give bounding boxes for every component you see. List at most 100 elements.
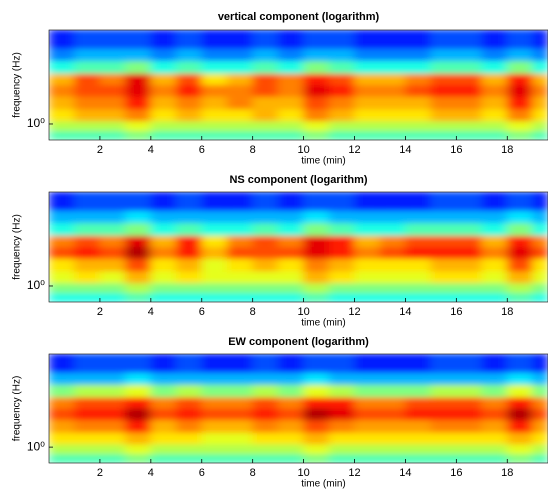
x-axis-label: time (min) — [301, 318, 345, 329]
heatmap-cell — [99, 192, 126, 212]
heatmap-cell — [252, 73, 279, 85]
heatmap-cell — [405, 292, 432, 302]
heatmap-cell — [277, 130, 304, 140]
heatmap-cell — [201, 60, 228, 74]
heatmap-cell — [252, 192, 279, 212]
heatmap-cell — [303, 258, 330, 272]
heatmap-cell — [532, 84, 548, 97]
heatmap-cell — [328, 30, 355, 50]
heatmap-cell — [456, 130, 483, 140]
heatmap-cell — [99, 292, 126, 302]
heatmap-cell — [328, 354, 355, 373]
heatmap-cell — [405, 130, 432, 140]
heatmap-cell — [405, 407, 432, 421]
heatmap-cell — [532, 73, 548, 85]
y-axis-label: frequency (Hz) — [12, 214, 23, 280]
heatmap-cell — [456, 246, 483, 259]
heatmap-cell — [481, 130, 508, 140]
heatmap-cell — [506, 292, 534, 302]
heatmap-cell — [303, 292, 330, 302]
heatmap-cell — [379, 246, 406, 259]
heatmap-cell — [74, 222, 101, 236]
heatmap-cell — [405, 192, 432, 212]
heatmap-cell — [226, 396, 253, 409]
heatmap-cell — [74, 210, 101, 224]
heatmap-cell — [354, 258, 381, 272]
heatmap-cell — [150, 73, 177, 85]
heatmap-cell — [328, 453, 355, 463]
heatmap-cell — [430, 192, 457, 212]
heatmap-cell — [481, 453, 508, 463]
heatmap-cell — [201, 419, 228, 433]
heatmap-cell — [74, 432, 101, 445]
heatmap-cell — [125, 246, 152, 259]
heatmap-cell — [252, 120, 279, 132]
heatmap-cell — [74, 96, 101, 110]
heatmap-cell — [74, 354, 101, 373]
heatmap-cell — [74, 270, 101, 284]
heatmap-cell — [49, 372, 75, 385]
heatmap-cell — [303, 84, 330, 97]
heatmap-cell — [201, 432, 228, 445]
heatmap-cell — [201, 84, 228, 97]
heatmap-cell — [49, 432, 75, 445]
heatmap-cell — [226, 432, 253, 445]
x-tick-label: 18 — [501, 306, 513, 318]
heatmap-cell — [532, 372, 548, 385]
heatmap-cell — [328, 258, 355, 272]
heatmap-cell — [481, 235, 508, 247]
heatmap-cell — [201, 354, 228, 373]
heatmap-cell — [481, 354, 508, 373]
x-tick-label: 2 — [97, 306, 103, 318]
heatmap-cell — [532, 258, 548, 272]
heatmap-cell — [125, 396, 152, 409]
heatmap-cell — [277, 292, 304, 302]
heatmap-cell — [328, 48, 355, 62]
heatmap-cell — [277, 443, 304, 455]
heatmap-cell — [226, 258, 253, 272]
heatmap-cell — [125, 30, 152, 50]
heatmap-cell — [506, 210, 534, 224]
heatmap-cell — [150, 192, 177, 212]
heatmap-cell — [99, 60, 126, 74]
heatmap-cell — [226, 130, 253, 140]
heatmap-cell — [379, 419, 406, 433]
heatmap-cell — [379, 384, 406, 398]
heatmap-cell — [430, 60, 457, 74]
chart-title: EW component (logarithm) — [228, 336, 369, 348]
heatmap-cell — [175, 120, 203, 132]
heatmap-cell — [506, 130, 534, 140]
heatmap-cell — [379, 84, 406, 97]
heatmap-cell — [175, 96, 203, 110]
heatmap-cell — [456, 192, 483, 212]
heatmap-cell — [532, 235, 548, 247]
heatmap-cell — [303, 235, 330, 247]
x-axis-label: time (min) — [301, 479, 345, 490]
heatmap-cell — [430, 453, 457, 463]
heatmap-cell — [379, 354, 406, 373]
heatmap-cell — [506, 432, 534, 445]
heatmap-cell — [125, 210, 152, 224]
heatmap-cell — [252, 130, 279, 140]
heatmap-cell — [430, 443, 457, 455]
heatmap-cell — [49, 108, 75, 122]
heatmap-cell — [303, 192, 330, 212]
heatmap-cell — [175, 73, 203, 85]
heatmap-cell — [506, 258, 534, 272]
heatmap-cell — [532, 384, 548, 398]
heatmap — [49, 354, 548, 463]
heatmap-cell — [99, 407, 126, 421]
heatmap-cell — [303, 396, 330, 409]
heatmap-cell — [175, 130, 203, 140]
heatmap-cell — [532, 192, 548, 212]
heatmap-cell — [481, 222, 508, 236]
heatmap-cell — [125, 84, 152, 97]
heatmap-cell — [506, 192, 534, 212]
heatmap-cell — [379, 372, 406, 385]
heatmap-cell — [456, 282, 483, 294]
heatmap-cell — [481, 384, 508, 398]
heatmap-cell — [277, 453, 304, 463]
x-tick-label: 10 — [297, 467, 309, 479]
heatmap-cell — [354, 432, 381, 445]
plot-frame — [48, 191, 548, 303]
